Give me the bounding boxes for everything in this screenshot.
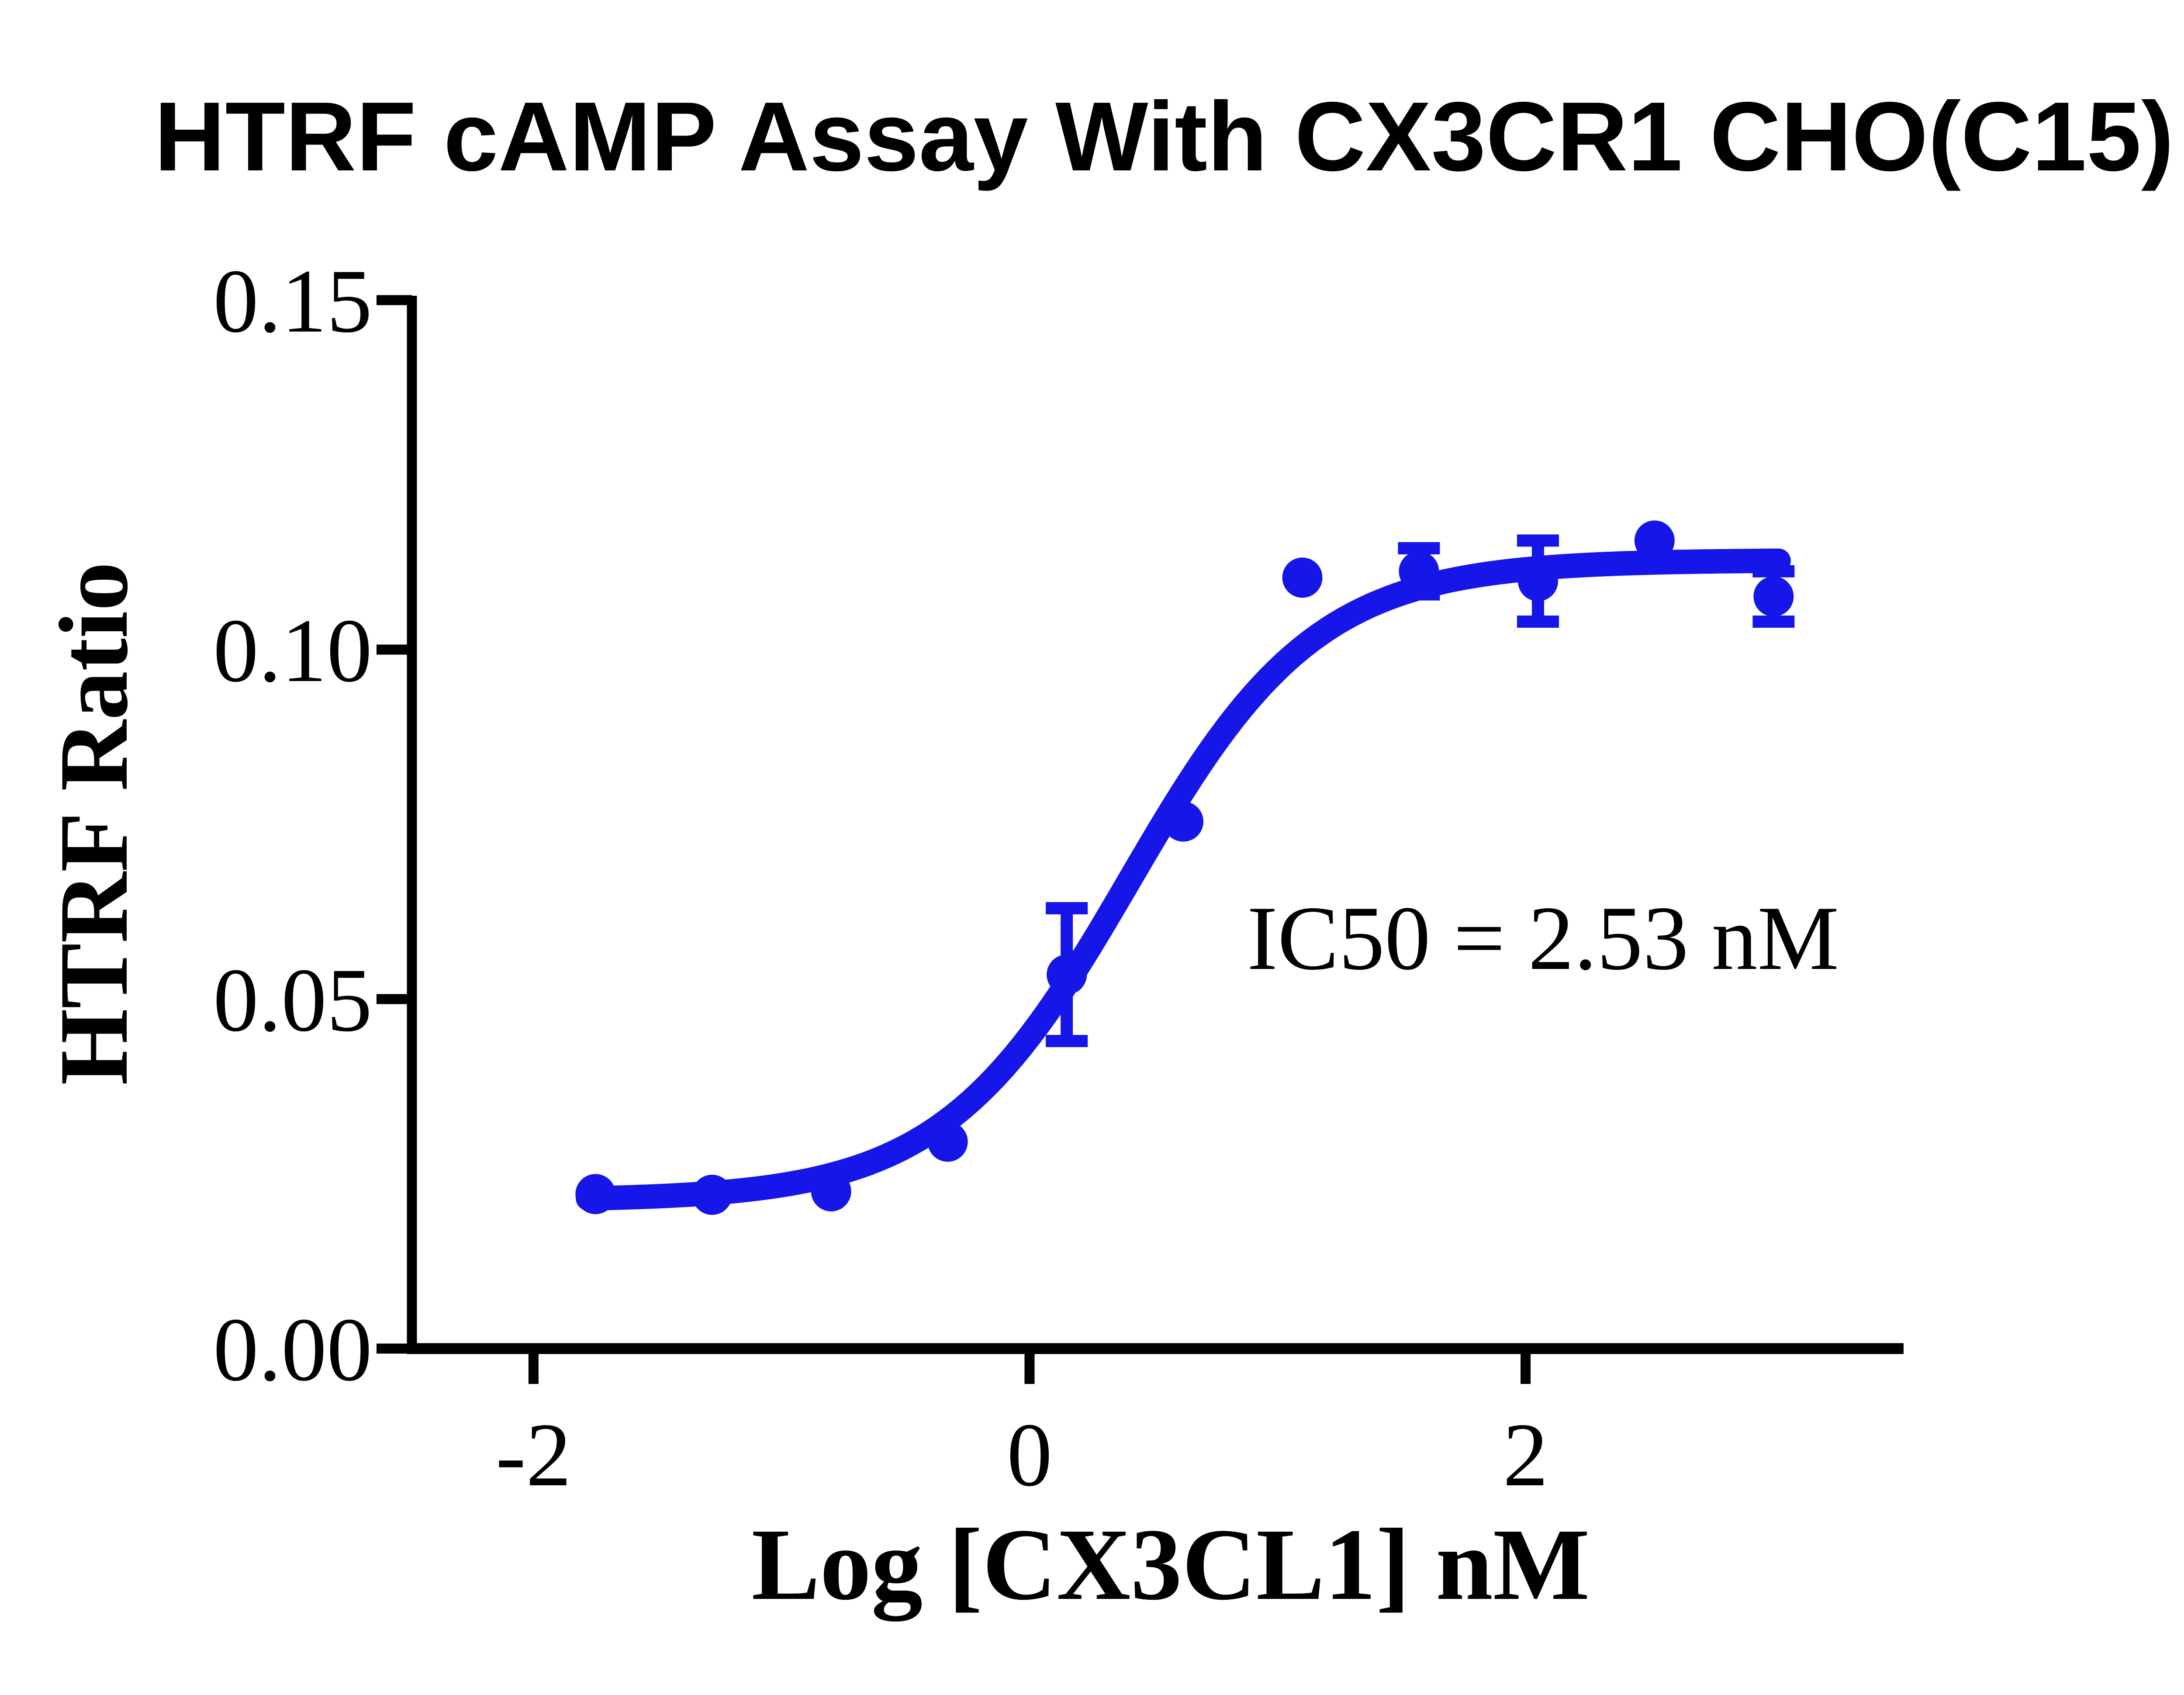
- y-tick-label: 0.00: [213, 1299, 372, 1400]
- x-tick-label: 2: [1503, 1404, 1548, 1505]
- data-point: [811, 1171, 851, 1211]
- x-tick-label: -2: [496, 1404, 571, 1505]
- data-point: [1517, 561, 1558, 602]
- x-tick-label: 0: [1007, 1404, 1052, 1505]
- data-point: [575, 1174, 616, 1214]
- ic50-annotation: IC50 = 2.53 nM: [1247, 888, 1839, 989]
- axes: -2 0 2 0.00 0.05 0.10 0.15: [213, 251, 1904, 1505]
- data-point: [1634, 520, 1675, 561]
- data-point: [1753, 576, 1794, 617]
- y-tick-label: 0.10: [213, 600, 372, 701]
- data-point: [1163, 801, 1204, 842]
- y-tick-label: 0.05: [213, 950, 372, 1050]
- data-series: [575, 520, 1795, 1215]
- data-point: [1047, 955, 1087, 995]
- x-axis-title: Log [CX3CL1] nM: [751, 1508, 1590, 1622]
- chart-title: HTRF cAMP Assay With CX3CR1 CHO(C15): [154, 81, 2174, 191]
- y-axis-title: HTRF Ratio: [39, 562, 148, 1085]
- data-point: [692, 1175, 733, 1215]
- data-point: [1399, 551, 1439, 592]
- data-point: [1282, 557, 1323, 598]
- fit-curve: [576, 548, 1791, 1211]
- y-tick-label: 0.15: [213, 251, 372, 351]
- data-point: [927, 1121, 968, 1162]
